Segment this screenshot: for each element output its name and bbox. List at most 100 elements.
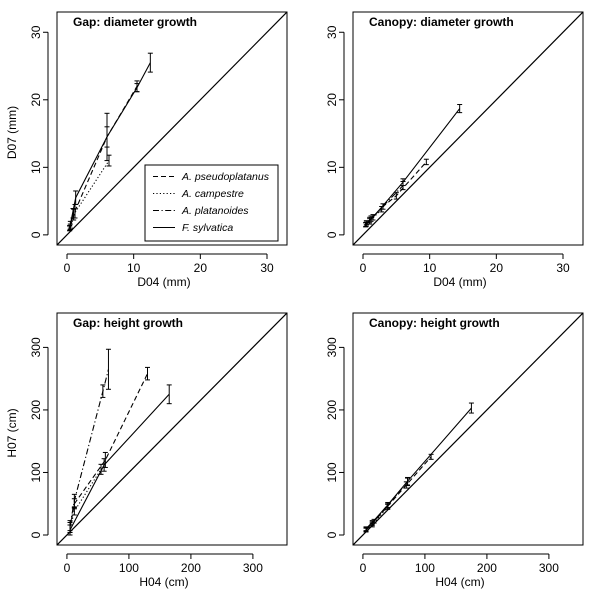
x-tick-label: 200 [181,561,201,575]
plot-frame [56,312,288,546]
error-bar [166,384,172,405]
series-line [365,108,461,224]
series-group [67,384,172,536]
error-bar [363,220,369,226]
x-tick-label: 0 [64,261,71,275]
x-tick-label: 10 [127,261,141,275]
x-tick-label: 100 [119,561,139,575]
error-bar [71,506,77,516]
legend: A. pseudoplatanus A. campestre A. platanoi… [144,164,279,242]
error-bar [145,366,151,381]
series-group [67,80,140,230]
panel-title: Canopy: height growth [369,316,500,330]
series-line [69,62,151,225]
plot-area [57,313,287,545]
legend-label: A. platanoides [181,205,249,217]
error-bar [101,458,107,472]
y-tick-label: 200 [325,400,339,420]
series-group [67,52,153,229]
error-bar [104,126,110,148]
x-axis-title: H04 (cm) [435,575,484,589]
error-bar [105,348,111,390]
legend-label: F. sylvatica [182,222,233,234]
y-tick-label: 20 [325,93,339,107]
x-tick-label: 0 [64,561,71,575]
x-axis-title: D04 (mm) [137,275,190,289]
series-group [363,402,474,532]
series-group [67,348,111,532]
error-bar [67,220,73,229]
error-bar [67,524,73,536]
x-tick-label: 0 [360,261,367,275]
error-bar [370,214,376,221]
y-tick-label: 30 [325,25,339,39]
error-bar [423,158,429,166]
x-tick-label: 20 [194,261,208,275]
x-tick-label: 300 [243,561,263,575]
error-bar [106,154,112,167]
y-tick-label: 0 [325,231,339,238]
x-tick-label: 100 [415,561,435,575]
y-tick-label: 0 [29,531,43,538]
x-tick-label: 20 [490,261,504,275]
identity-line [57,313,287,545]
identity-line [353,12,583,245]
error-bar [71,493,77,508]
series-group [67,154,112,232]
error-bar [363,526,369,532]
panel-title: Canopy: diameter growth [369,15,514,29]
y-axis-title: D07 (mm) [5,106,19,159]
series-line [69,369,110,526]
x-tick-label: 30 [556,261,570,275]
plot-area [353,12,583,245]
panel-title: Gap: diameter growth [73,15,197,29]
error-bar [385,501,391,508]
error-bar [457,104,463,114]
error-bar [393,191,399,200]
panel-canopy-diameter: 0 10 20 30 0 10 20 30 D04 (mm) Canopy: diameter g… [325,11,584,289]
error-bar [100,384,106,398]
legend-box [144,164,279,242]
error-bar [369,520,375,525]
legend-label: A. pseudoplatanus [181,171,270,183]
panel-canopy-height: 0 100 200 300 0 100 200 300 H04 (cm) Canopy: heig… [325,312,584,589]
x-tick-label: 30 [260,261,274,275]
panel-title: Gap: height growth [73,316,183,330]
error-bar [405,476,411,486]
x-tick-label: 10 [423,261,437,275]
y-tick-label: 10 [325,160,339,174]
series-group [363,104,463,226]
panel-gap-diameter: 0 10 20 30 0 10 20 30 D04 (mm) D07 (mm) Gap: diame… [5,11,288,289]
y-tick-label: 30 [29,25,43,39]
plot-area [353,313,583,545]
x-tick-label: 0 [360,561,367,575]
y-tick-label: 300 [325,337,339,357]
plot-area [57,12,287,245]
x-axis-title: D04 (mm) [433,275,486,289]
error-bar [147,52,153,73]
identity-line [57,12,287,245]
series-line [365,407,472,530]
error-bar [73,190,79,205]
series-line [69,86,138,227]
x-tick-label: 200 [477,561,497,575]
y-tick-label: 100 [325,462,339,482]
plot-frame [352,312,584,546]
error-bar [400,178,406,187]
legend-label: A. campestre [181,188,244,200]
y-tick-label: 0 [325,531,339,538]
y-tick-label: 100 [29,462,43,482]
plot-frame [56,11,288,246]
y-axis-title: H07 (cm) [5,408,19,457]
y-tick-label: 0 [29,231,43,238]
identity-line [353,313,583,545]
error-bar [134,83,140,93]
panel-gap-height: 0 100 200 300 0 100 200 300 H04 (cm) H07 (cm) Gap:… [5,312,288,589]
y-tick-label: 10 [29,160,43,174]
series-group [67,366,151,533]
error-bar [468,402,474,414]
y-tick-label: 200 [29,400,43,420]
x-axis-title: H04 (cm) [139,575,188,589]
x-tick-label: 300 [539,561,559,575]
